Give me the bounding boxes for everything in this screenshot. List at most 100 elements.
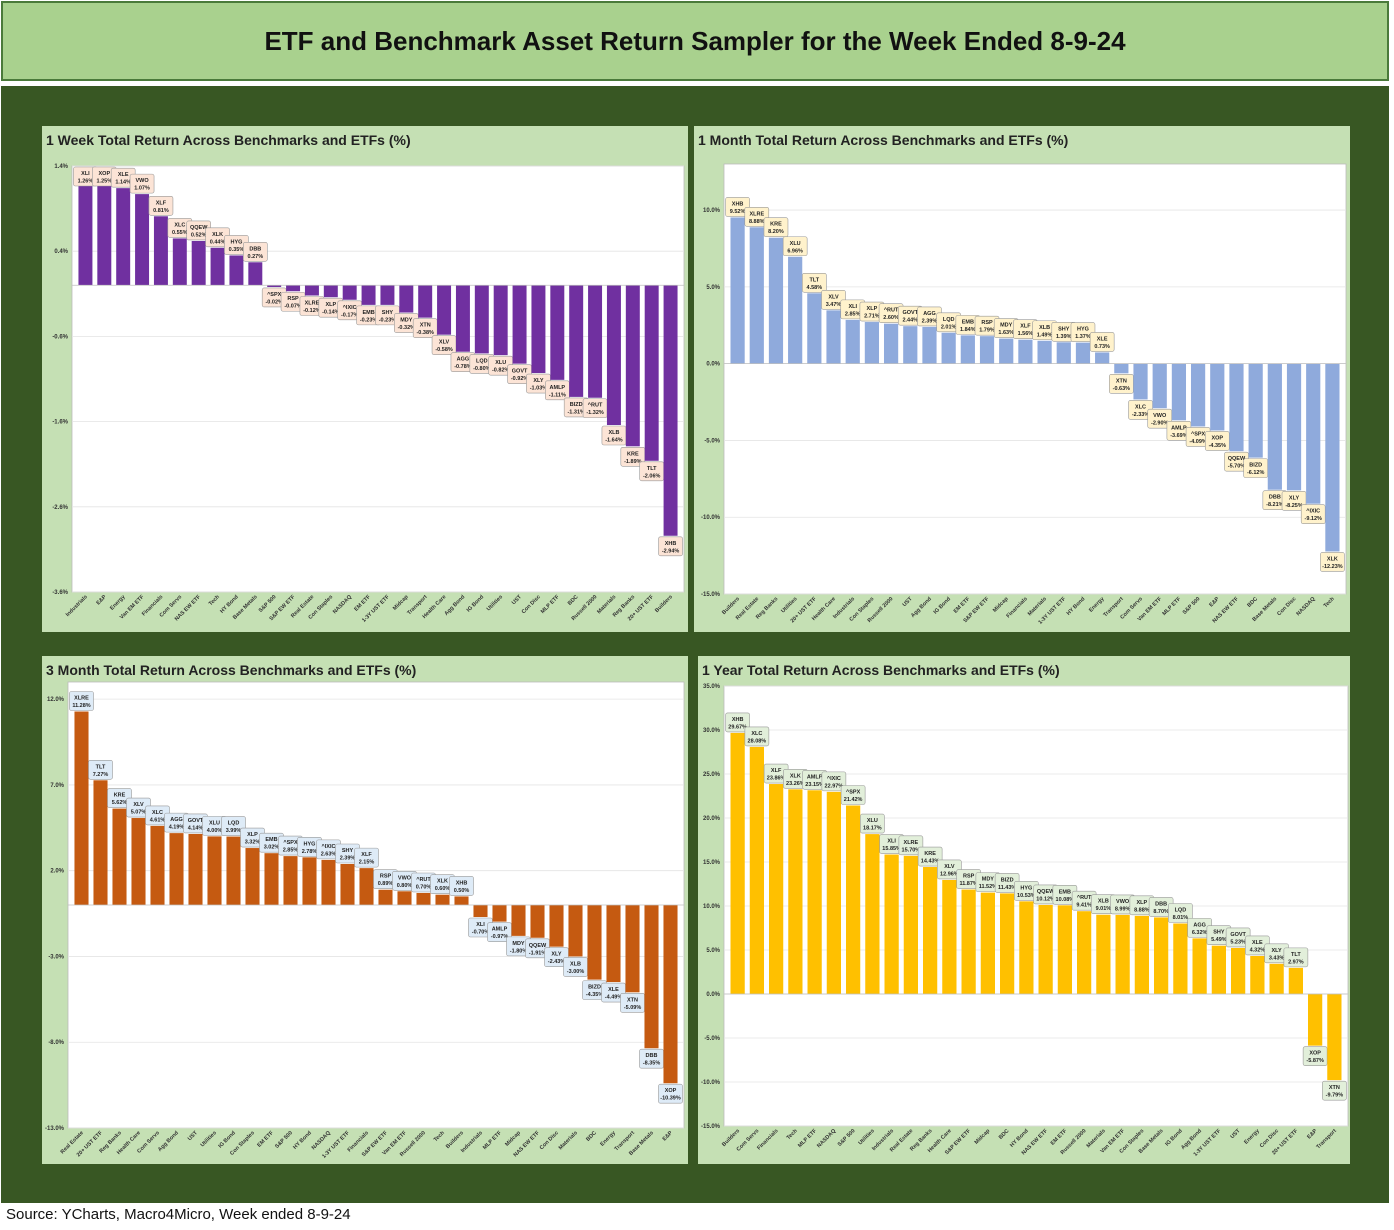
week-category-label: BDC bbox=[567, 594, 580, 607]
week-value-label: -1.03% bbox=[530, 386, 548, 392]
month-ticker-label: GOVT bbox=[902, 310, 918, 316]
three-month-value-label: -8.35% bbox=[643, 1061, 661, 1067]
year-label-box bbox=[744, 726, 770, 747]
year-bar bbox=[1057, 905, 1072, 994]
three-month-category-label: E&P bbox=[662, 1130, 674, 1142]
three-month-label-box bbox=[658, 1083, 683, 1104]
year-ticker-label: VWO bbox=[1116, 899, 1130, 905]
three-month-ticker-label: DBB bbox=[646, 1053, 658, 1059]
month-bar bbox=[730, 217, 745, 364]
three-month-bar bbox=[340, 864, 355, 905]
week-bar bbox=[588, 285, 603, 398]
three-month-chart-panel: 3 Month Total Return Across Benchmarks a… bbox=[42, 656, 688, 1164]
three-month-value-label: 5.62% bbox=[112, 800, 128, 806]
year-category-label: E&P bbox=[1306, 1128, 1318, 1140]
week-ticker-label: BIZD bbox=[570, 402, 583, 408]
month-ticker-label: XLE bbox=[1097, 336, 1108, 342]
three-month-value-label: 4.61% bbox=[150, 817, 166, 823]
month-bar bbox=[1075, 342, 1091, 364]
three-month-bar bbox=[283, 856, 298, 905]
month-label-box bbox=[744, 206, 770, 227]
year-category-label: S&P 500 bbox=[837, 1128, 857, 1148]
three-month-bar bbox=[644, 905, 659, 1049]
week-category-label: Utilities bbox=[486, 594, 504, 612]
year-ticker-label: ^RUT bbox=[1077, 895, 1092, 901]
month-ticker-label: XLB bbox=[1039, 325, 1050, 331]
year-ticker-label: XTN bbox=[1329, 1085, 1340, 1091]
week-return-chart: 1.4% 0.4% -0.6% -1.6% -2.6% -3.6% XLI 1.26% Indu… bbox=[52, 164, 685, 624]
month-bar bbox=[1229, 363, 1244, 452]
week-bar bbox=[625, 285, 640, 447]
year-value-label: 10.53% bbox=[1017, 893, 1036, 899]
week-ytick-label: -0.6% bbox=[52, 334, 68, 340]
month-bar bbox=[807, 293, 822, 364]
month-bar bbox=[941, 332, 956, 364]
month-ytick-label: -10.0% bbox=[701, 515, 721, 521]
week-ticker-label: KRE bbox=[627, 451, 639, 457]
three-month-value-label: 4.14% bbox=[188, 825, 204, 831]
month-ticker-label: TLT bbox=[810, 277, 820, 283]
month-label-box bbox=[1320, 552, 1345, 572]
three-month-bar bbox=[568, 905, 583, 957]
year-bar bbox=[1038, 904, 1053, 994]
year-bar bbox=[1327, 994, 1342, 1081]
month-bar bbox=[768, 237, 784, 364]
month-bar bbox=[1190, 363, 1206, 427]
month-bar bbox=[864, 322, 880, 364]
month-value-label: 1.56% bbox=[1018, 331, 1034, 337]
week-category-label: Con Disc bbox=[521, 594, 542, 615]
year-ticker-label: XLF bbox=[771, 768, 782, 774]
week-bar bbox=[267, 285, 282, 287]
month-value-label: -5.70% bbox=[1228, 464, 1246, 470]
three-month-bar bbox=[74, 711, 89, 905]
month-bar bbox=[922, 326, 937, 364]
year-ticker-label: ^IXIC bbox=[827, 776, 841, 782]
three-month-ytick-label: 2.0% bbox=[50, 869, 64, 875]
week-value-label: 1.07% bbox=[134, 186, 150, 192]
month-bar bbox=[1306, 363, 1321, 504]
three-month-value-label: -3.00% bbox=[567, 969, 585, 975]
three-month-value-label: -0.97% bbox=[491, 934, 509, 940]
week-category-label: UST bbox=[511, 594, 523, 606]
three-month-bar bbox=[131, 818, 146, 905]
three-month-category-label: BDC bbox=[585, 1130, 598, 1143]
week-bar bbox=[304, 285, 319, 296]
month-value-label: -12.23% bbox=[1322, 564, 1343, 570]
week-bar bbox=[418, 285, 433, 318]
year-category-label: EM ETF bbox=[1050, 1128, 1069, 1147]
three-month-category-label: Tech bbox=[433, 1130, 446, 1143]
year-value-label: 28.08% bbox=[748, 738, 767, 744]
three-month-bar bbox=[473, 905, 488, 918]
month-value-label: -2.90% bbox=[1151, 421, 1169, 427]
month-chart-panel: 1 Month Total Return Across Benchmarks a… bbox=[694, 126, 1350, 632]
three-month-value-label: -5.09% bbox=[624, 1005, 642, 1011]
three-month-ticker-label: XHB bbox=[456, 880, 468, 886]
year-bar bbox=[1288, 967, 1303, 994]
three-month-ytick-label: -13.0% bbox=[45, 1126, 65, 1132]
three-month-bar bbox=[359, 868, 374, 905]
year-bar bbox=[961, 889, 976, 994]
week-ticker-label: XLK bbox=[212, 232, 223, 238]
year-bar bbox=[1250, 955, 1265, 994]
week-ticker-label: XLV bbox=[439, 340, 450, 346]
year-value-label: 9.01% bbox=[1096, 906, 1112, 912]
year-ticker-label: LQD bbox=[1175, 908, 1187, 914]
month-bar bbox=[960, 335, 975, 364]
year-ticker-label: DBB bbox=[1155, 901, 1167, 907]
year-bar bbox=[788, 789, 803, 994]
week-value-label: 0.52% bbox=[191, 232, 207, 238]
month-value-label: -3.69% bbox=[1170, 433, 1188, 439]
month-ytick-label: -5.0% bbox=[704, 438, 720, 444]
three-month-value-label: 2.63% bbox=[321, 851, 337, 857]
week-bar bbox=[474, 285, 489, 354]
three-month-bar bbox=[226, 836, 241, 905]
week-bar bbox=[550, 285, 565, 380]
month-return-chart: 10.0%5.0%0.0%-5.0%-10.0%-15.0%XHB9.52%Bu… bbox=[701, 163, 1347, 626]
week-category-label: E&P bbox=[95, 594, 107, 606]
month-ticker-label: ^SPX bbox=[1191, 431, 1206, 437]
month-category-label: IG Bond bbox=[933, 596, 952, 615]
year-value-label: 6.32% bbox=[1192, 930, 1208, 936]
three-month-ticker-label: RSP bbox=[380, 874, 392, 880]
week-category-label: IG Bond bbox=[466, 594, 485, 613]
year-category-label: Tech bbox=[786, 1128, 799, 1141]
